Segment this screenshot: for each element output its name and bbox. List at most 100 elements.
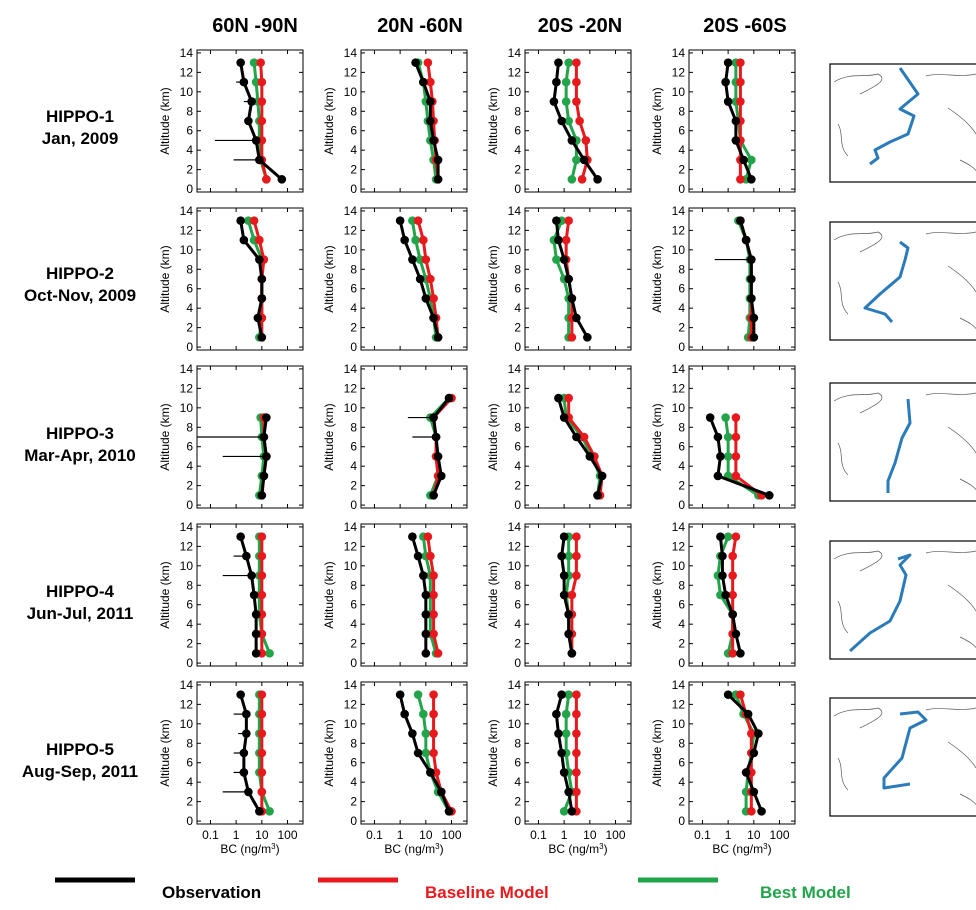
base-point	[419, 235, 428, 245]
ytick-label: 12	[508, 223, 522, 237]
best-point	[723, 452, 733, 461]
ytick-label: 6	[186, 756, 193, 770]
obs-point	[242, 709, 251, 719]
obs-point	[413, 551, 423, 561]
obs-point	[741, 768, 751, 777]
ytick-label: 4	[514, 301, 521, 315]
best-point	[561, 77, 571, 87]
obs-point	[255, 155, 264, 165]
best-point	[552, 255, 561, 264]
base-point	[731, 432, 741, 442]
xtick-label: 10	[583, 828, 597, 842]
y-axis-label: Altitude (km)	[486, 403, 500, 470]
ytick-label: 4	[514, 775, 521, 789]
y-axis-label: Altitude (km)	[322, 245, 336, 312]
ytick-label: 10	[344, 243, 358, 257]
obs-point	[433, 155, 443, 165]
obs-point	[255, 807, 264, 816]
obs-point	[749, 787, 759, 797]
ytick-label: 8	[186, 578, 193, 592]
column-header: 20N -60N	[377, 15, 463, 37]
best-point	[567, 175, 577, 184]
ytick-label: 12	[344, 539, 358, 553]
ytick-label: 4	[678, 459, 685, 473]
base-point	[426, 77, 435, 87]
obs-point	[567, 136, 577, 145]
obs-point	[728, 610, 737, 619]
plot-frame	[688, 523, 796, 667]
obs-point	[721, 77, 730, 87]
ytick-label: 6	[514, 124, 521, 138]
flight-track	[848, 553, 912, 653]
y-axis-label: Altitude (km)	[650, 245, 664, 312]
xtick-label: 100	[442, 828, 462, 842]
ytick-label: 10	[508, 717, 522, 731]
ytick-label: 12	[508, 381, 522, 395]
obs-point	[723, 97, 733, 106]
obs-point	[277, 175, 287, 184]
ytick-label: 0	[186, 814, 193, 828]
y-axis-label: Altitude (km)	[650, 87, 664, 154]
obs-point	[421, 294, 431, 303]
column-header: 60N -90N	[212, 15, 298, 37]
ytick-label: 4	[350, 775, 357, 789]
ytick-label: 6	[678, 756, 685, 770]
xtick-label: 10	[255, 828, 269, 842]
best-point	[419, 709, 428, 719]
ytick-label: 2	[186, 321, 193, 335]
flight-track-maps	[829, 63, 976, 817]
flight-track	[863, 240, 910, 323]
ytick-label: 10	[508, 85, 522, 99]
obs-point	[718, 571, 727, 580]
flight-map	[829, 540, 976, 660]
ytick-label: 4	[678, 775, 685, 789]
ytick-label: 12	[180, 223, 194, 237]
obs-point	[255, 255, 264, 264]
ytick-label: 8	[186, 736, 193, 750]
base-point	[429, 571, 438, 580]
obs-point	[593, 491, 602, 500]
base-point	[736, 690, 745, 699]
obs-point	[395, 216, 405, 225]
best-point	[265, 807, 274, 816]
xtick-label: 100	[770, 828, 790, 842]
base-point	[572, 571, 581, 580]
obs-point	[433, 452, 443, 461]
base-point	[572, 58, 581, 67]
obs-point	[239, 235, 249, 245]
y-axis-label: Altitude (km)	[650, 719, 664, 786]
xtick-label: 1	[561, 828, 568, 842]
base-point	[257, 77, 267, 87]
flight-map	[829, 221, 976, 341]
ytick-label: 6	[186, 440, 193, 454]
obs-point	[236, 532, 245, 541]
ytick-label: 14	[508, 678, 522, 692]
base-point	[257, 551, 267, 561]
ytick-label: 2	[186, 163, 193, 177]
y-axis-label: Altitude (km)	[486, 561, 500, 628]
obs-point	[242, 551, 251, 561]
flight-track	[869, 67, 920, 166]
obs-point	[251, 610, 261, 619]
plot-frame	[196, 207, 304, 351]
ytick-label: 4	[678, 617, 685, 631]
obs-point	[743, 709, 753, 719]
obs-point	[411, 58, 420, 67]
obs-point	[259, 471, 269, 481]
campaign-name: HIPPO-2	[46, 264, 114, 283]
obs-point	[559, 571, 569, 580]
obs-point	[747, 274, 756, 284]
plot-frame	[360, 49, 468, 193]
profile-panel: 0 2 4 6 8 10 12 14 Altitude (km)	[158, 520, 304, 670]
coastline	[833, 392, 976, 491]
xtick-label: 0.1	[530, 828, 547, 842]
base-point	[257, 532, 267, 541]
xtick-label: 1	[725, 828, 732, 842]
base-point	[561, 235, 571, 245]
best-point	[561, 97, 571, 106]
legend-label: Observation	[162, 883, 261, 902]
base-point	[429, 629, 438, 639]
ytick-label: 4	[350, 459, 357, 473]
obs-point	[431, 432, 441, 442]
ytick-label: 12	[180, 65, 194, 79]
